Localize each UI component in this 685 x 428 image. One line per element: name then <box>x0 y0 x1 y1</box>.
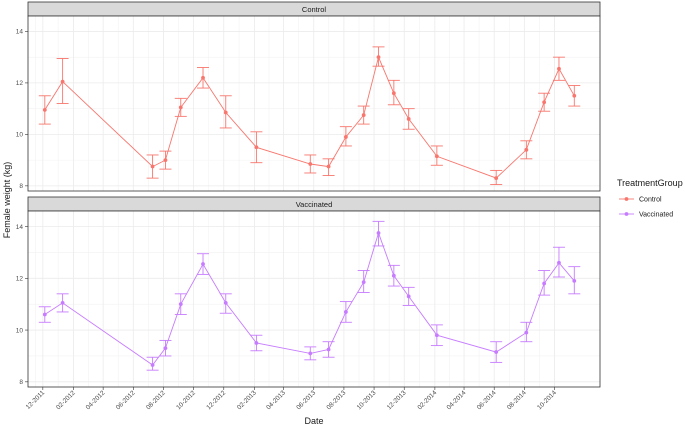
vaccinated-panel: Vaccinated 8 10 12 14 <box>16 196 601 388</box>
y-tick-label: 8 <box>19 183 23 190</box>
legend-entry: Control <box>619 197 662 204</box>
legend-title: TreatmentGroup <box>617 178 683 188</box>
legend-key-point <box>624 197 629 201</box>
y-axis-title: Female weight (kg) <box>2 162 12 239</box>
x-tick-label: 12-2011 <box>25 389 47 411</box>
data-point <box>254 145 259 150</box>
data-point <box>361 280 366 285</box>
data-point <box>254 341 259 345</box>
y-tick-label: 12 <box>16 80 24 87</box>
data-point <box>572 278 577 283</box>
data-point <box>42 108 47 112</box>
x-tick-label: 06-2014 <box>476 389 498 411</box>
data-point <box>178 302 183 307</box>
x-tick-label: 02-2013 <box>236 389 258 411</box>
data-point <box>524 147 529 152</box>
x-tick-label: 04-2014 <box>446 389 468 411</box>
data-point <box>434 333 439 338</box>
data-point <box>223 300 228 305</box>
data-point <box>494 176 499 181</box>
data-point <box>406 294 411 299</box>
facet-strip-label: Control <box>302 5 327 14</box>
x-tick-label: 06-2013 <box>295 389 317 411</box>
x-tick-label: 10-2013 <box>356 389 378 411</box>
x-tick-label: 12-2012 <box>205 389 227 411</box>
data-point <box>391 273 396 278</box>
data-point <box>60 79 65 84</box>
y-tick-label: 10 <box>16 132 24 139</box>
legend-key-point <box>624 212 629 216</box>
data-point <box>343 135 348 139</box>
data-point <box>42 312 47 317</box>
data-point <box>494 350 499 354</box>
data-point <box>308 162 313 166</box>
x-tick-label: 08-2013 <box>326 389 348 411</box>
data-point <box>542 100 547 105</box>
data-point <box>326 164 331 169</box>
data-point <box>557 66 561 71</box>
x-tick-label: 08-2014 <box>506 389 528 411</box>
data-point <box>524 330 529 335</box>
control-panel: Control 8 10 12 14 <box>16 1 601 192</box>
data-point <box>376 231 381 235</box>
data-point <box>150 164 155 169</box>
data-point <box>223 110 228 115</box>
x-tick-label: 12-2013 <box>386 389 408 411</box>
x-tick-label: 02-2012 <box>55 389 77 411</box>
legend-label: Vaccinated <box>639 212 673 219</box>
data-point <box>163 158 168 163</box>
x-tick-label: 02-2014 <box>416 389 438 411</box>
x-axis-title: Date <box>304 416 323 426</box>
data-point <box>60 300 65 305</box>
data-point <box>434 154 439 159</box>
data-point <box>201 262 205 266</box>
data-point <box>308 351 313 356</box>
y-tick-label: 12 <box>16 276 24 283</box>
x-tick-label: 06-2012 <box>115 389 137 411</box>
y-tick-label: 8 <box>19 379 23 386</box>
data-point <box>557 260 561 265</box>
x-tick-label: 10-2012 <box>175 389 197 411</box>
legend-label: Control <box>639 197 662 204</box>
data-point <box>376 55 381 60</box>
facet-strip-label: Vaccinated <box>296 200 333 209</box>
data-point <box>542 281 547 286</box>
y-tick-label: 14 <box>16 29 24 36</box>
x-axis: 12-2011 02-2012 04-2012 06-2012 08-2012 10-20… <box>25 387 558 411</box>
x-tick-label: 04-2013 <box>265 389 287 411</box>
legend: TreatmentGroup Control Vaccinated <box>617 178 683 219</box>
x-tick-label: 04-2012 <box>85 389 107 411</box>
data-point <box>163 346 168 351</box>
x-tick-label: 10-2014 <box>536 389 558 411</box>
data-point <box>201 75 205 80</box>
y-tick-label: 14 <box>16 224 24 231</box>
data-point <box>178 105 183 110</box>
y-tick-label: 10 <box>16 327 24 334</box>
panel-border <box>27 15 601 192</box>
data-point <box>572 93 577 98</box>
data-point <box>326 347 331 352</box>
data-point <box>150 363 155 367</box>
data-point <box>391 91 396 96</box>
data-point <box>343 310 348 314</box>
legend-entry: Vaccinated <box>619 212 673 219</box>
data-point <box>361 113 366 117</box>
x-tick-label: 08-2012 <box>145 389 167 411</box>
data-point <box>406 117 411 121</box>
